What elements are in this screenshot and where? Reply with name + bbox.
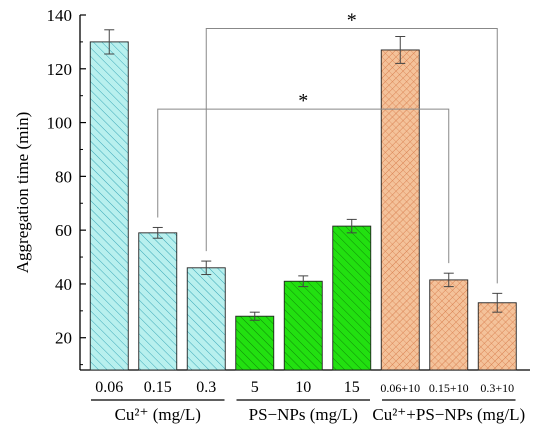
bar <box>89 41 129 371</box>
bar <box>283 280 323 371</box>
x-tick-label: 0.15 <box>144 379 172 396</box>
bar <box>380 49 420 371</box>
y-tick-label: 40 <box>55 275 72 294</box>
significance-bracket <box>205 27 498 284</box>
bar <box>186 267 226 371</box>
y-tick-label: 100 <box>47 114 73 133</box>
group-label: PS−NPs (mg/L) <box>249 405 358 424</box>
x-tick-label: 0.3+10 <box>480 381 514 395</box>
x-tick-label: 10 <box>295 379 311 396</box>
y-tick-label: 20 <box>55 329 72 348</box>
significance-label: * <box>298 90 308 112</box>
x-tick-label: 5 <box>251 379 259 396</box>
x-tick-label: 0.3 <box>196 379 216 396</box>
group-label: Cu²⁺+PS−NPs (mg/L) <box>372 405 525 424</box>
significance-bracket <box>157 108 450 264</box>
y-tick-label: 80 <box>55 167 72 186</box>
bar <box>235 315 275 371</box>
y-tick-label: 140 <box>47 6 73 25</box>
x-tick-label: 0.06+10 <box>380 381 420 395</box>
group-label: Cu²⁺ (mg/L) <box>115 405 201 424</box>
x-tick-label: 0.15+10 <box>429 381 469 395</box>
bar <box>429 279 469 371</box>
y-tick-label: 60 <box>55 221 72 240</box>
significance-label: * <box>347 9 357 31</box>
y-axis-title: Aggregation time (min) <box>13 112 32 273</box>
bar <box>477 302 517 371</box>
bar <box>138 232 178 371</box>
x-tick-label: 0.06 <box>95 379 123 396</box>
x-tick-label: 15 <box>344 379 360 396</box>
bar <box>332 225 372 371</box>
y-tick-label: 120 <box>47 60 73 79</box>
